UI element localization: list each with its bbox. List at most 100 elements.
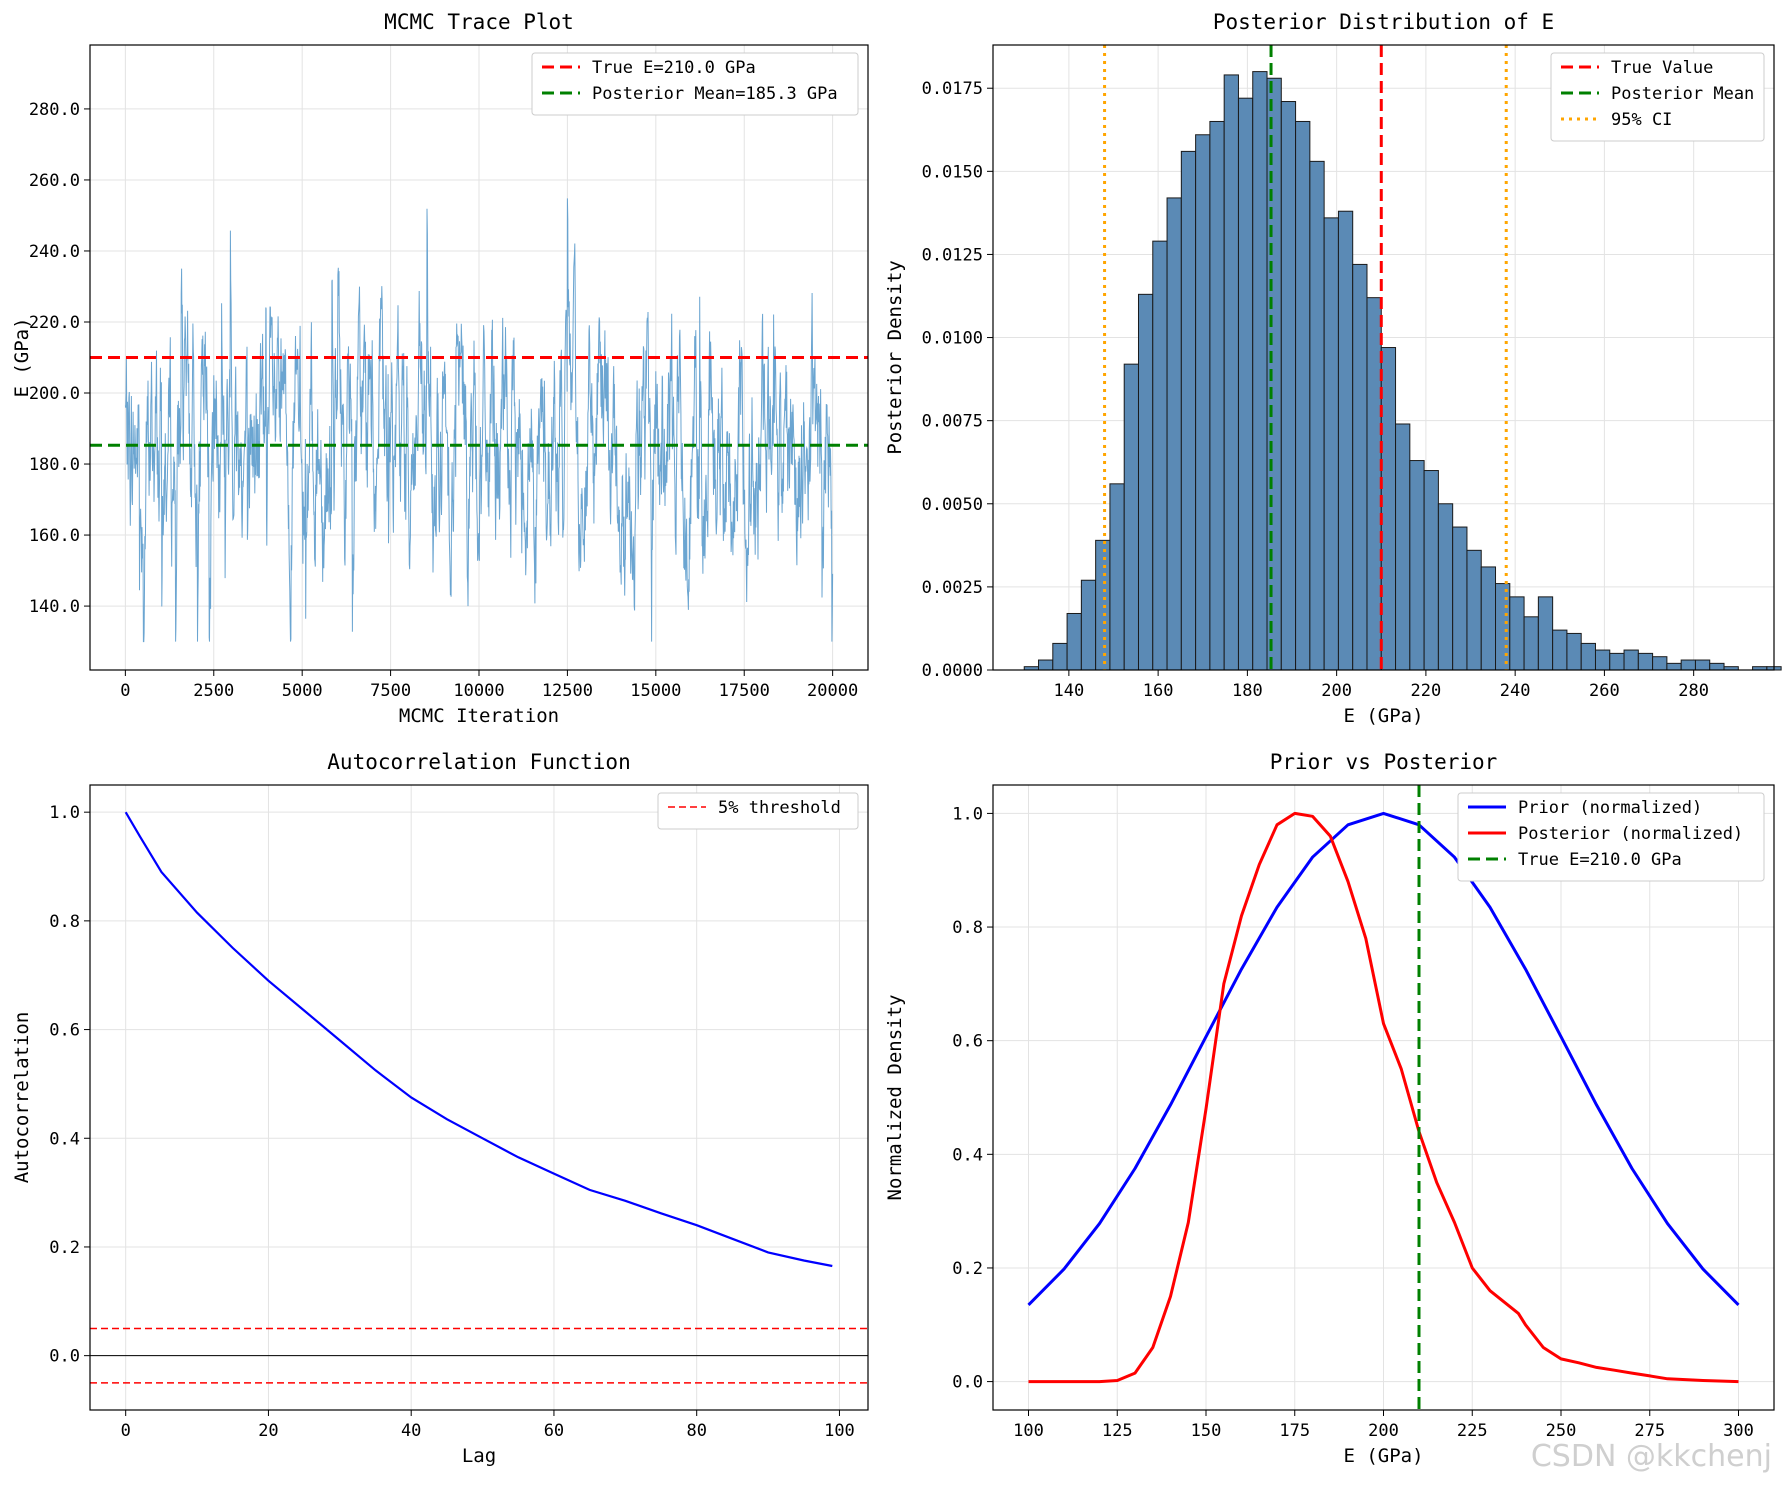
x-tick-label: 80 bbox=[686, 1421, 706, 1441]
histogram-bar bbox=[1366, 297, 1382, 671]
histogram-bar bbox=[1594, 649, 1611, 671]
histogram-bar bbox=[1123, 363, 1139, 671]
y-tick-label: 280.0 bbox=[29, 100, 80, 120]
y-tick-label: 260.0 bbox=[29, 171, 80, 191]
histogram-bar bbox=[1337, 210, 1354, 671]
y-tick-label: 0.0150 bbox=[922, 162, 983, 182]
x-tick-label: 7500 bbox=[370, 681, 411, 701]
acf-line bbox=[124, 811, 833, 1268]
y-tick-label: 1.0 bbox=[49, 803, 80, 823]
density-line bbox=[1027, 811, 1740, 1306]
y-tick-label: 0.0175 bbox=[922, 79, 983, 99]
histogram-bar bbox=[1237, 97, 1254, 671]
histogram-bar bbox=[1537, 596, 1554, 671]
histogram-bar bbox=[1080, 579, 1097, 671]
histogram-bar bbox=[1309, 160, 1325, 671]
histogram-chart: 140 160 180 200 220 240 260 280 0.0000 0.0025 0.00… bbox=[884, 10, 1782, 727]
x-tick-label: 260 bbox=[1589, 681, 1620, 701]
chart-title: MCMC Trace Plot bbox=[384, 10, 574, 34]
histogram-bar bbox=[1480, 566, 1497, 671]
x-tick-label: 175 bbox=[1279, 1421, 1310, 1441]
histogram-bar bbox=[1195, 134, 1211, 671]
x-tick-label: 140 bbox=[1054, 681, 1085, 701]
histogram-bar bbox=[1666, 662, 1682, 671]
prior-posterior-chart: 100 125 150 175 200 225 250 275 300 0.0 0.2 0.4 0.6 0… bbox=[884, 750, 1775, 1467]
histogram-bar bbox=[1409, 460, 1425, 671]
y-tick-label: 0.8 bbox=[49, 912, 80, 932]
histogram-bar bbox=[1466, 549, 1482, 671]
histogram-bar bbox=[1295, 120, 1311, 671]
histogram-bar bbox=[1509, 596, 1525, 671]
histogram-bar bbox=[1694, 659, 1711, 671]
acf-chart: 0 20 40 60 80 100 0.0 0.2 0.4 0.6 0.8 1.0 Autocorrel… bbox=[11, 750, 869, 1467]
x-tick-label: 60 bbox=[544, 1421, 564, 1441]
y-tick-label: 0.0125 bbox=[922, 245, 983, 265]
histogram-bar bbox=[1395, 423, 1411, 671]
histogram-bar bbox=[1380, 347, 1397, 671]
x-tick-label: 160 bbox=[1143, 681, 1174, 701]
histogram-bar bbox=[1580, 642, 1596, 671]
y-tick-label: 240.0 bbox=[29, 242, 80, 262]
axes-frame bbox=[992, 44, 1775, 671]
x-tick-label: 125 bbox=[1102, 1421, 1133, 1441]
legend-label: True E=210.0 GPa bbox=[1518, 850, 1682, 870]
y-axis-label: E (GPa) bbox=[11, 317, 33, 397]
x-tick-label: 5000 bbox=[282, 681, 323, 701]
histogram-bar bbox=[1709, 662, 1725, 671]
x-tick-label: 15000 bbox=[630, 681, 681, 701]
y-tick-label: 0.0100 bbox=[922, 329, 983, 349]
y-tick-label: 0.2 bbox=[49, 1238, 80, 1258]
y-tick-label: 1.0 bbox=[952, 804, 983, 824]
y-tick-label: 0.0000 bbox=[922, 661, 983, 681]
y-tick-label: 0.0 bbox=[952, 1373, 983, 1393]
y-tick-label: 0.0 bbox=[49, 1347, 80, 1367]
y-tick-label: 0.8 bbox=[952, 918, 983, 938]
y-axis-label: Posterior Density bbox=[884, 260, 906, 454]
x-tick-label: 150 bbox=[1191, 1421, 1222, 1441]
x-tick-label: 40 bbox=[401, 1421, 421, 1441]
x-tick-label: 280 bbox=[1678, 681, 1709, 701]
legend-label: 5% threshold bbox=[718, 798, 841, 818]
density-line bbox=[1028, 811, 1739, 1384]
x-tick-label: 300 bbox=[1723, 1421, 1754, 1441]
legend-box bbox=[657, 792, 859, 830]
chart-title: Autocorrelation Function bbox=[327, 750, 630, 774]
x-axis-label: Lag bbox=[462, 1445, 496, 1467]
histogram-bar bbox=[1552, 629, 1568, 671]
trace-chart: 0 2500 5000 7500 10000 12500 15000 17500 20000 14… bbox=[11, 10, 869, 727]
x-tick-label: 100 bbox=[1013, 1421, 1044, 1441]
x-tick-label: 200 bbox=[1368, 1421, 1399, 1441]
x-tick-label: 20000 bbox=[807, 681, 858, 701]
histogram-bar bbox=[1223, 74, 1239, 671]
legend-label: True E=210.0 GPa bbox=[592, 58, 756, 78]
x-tick-label: 0 bbox=[120, 681, 130, 701]
legend-label: Posterior Mean bbox=[1611, 84, 1754, 104]
y-tick-label: 0.6 bbox=[49, 1021, 80, 1041]
histogram-bar bbox=[1623, 649, 1639, 671]
x-tick-label: 200 bbox=[1321, 681, 1352, 701]
x-tick-label: 10000 bbox=[453, 681, 504, 701]
x-tick-label: 225 bbox=[1457, 1421, 1488, 1441]
x-axis-label: E (GPa) bbox=[1343, 705, 1423, 727]
histogram-bar bbox=[1352, 263, 1368, 671]
x-tick-label: 17500 bbox=[719, 681, 770, 701]
y-axis-label: Normalized Density bbox=[884, 995, 906, 1201]
histogram-bar bbox=[1052, 642, 1068, 671]
legend-box bbox=[1457, 792, 1765, 882]
y-tick-label: 0.0050 bbox=[922, 495, 983, 515]
trace-line bbox=[124, 198, 834, 643]
x-tick-label: 0 bbox=[121, 1421, 131, 1441]
x-tick-label: 180 bbox=[1232, 681, 1263, 701]
histogram-bar bbox=[1637, 652, 1654, 671]
y-tick-label: 140.0 bbox=[29, 597, 80, 617]
y-tick-label: 180.0 bbox=[29, 455, 80, 475]
histogram-bar bbox=[1495, 583, 1511, 671]
legend-label: Prior (normalized) bbox=[1518, 798, 1702, 818]
histogram-bar bbox=[1609, 652, 1625, 671]
y-tick-label: 0.4 bbox=[952, 1145, 983, 1165]
y-tick-label: 0.6 bbox=[952, 1032, 983, 1052]
histogram-bar bbox=[1566, 632, 1582, 671]
chart-title: Prior vs Posterior bbox=[1270, 750, 1498, 774]
legend-box bbox=[531, 52, 859, 116]
x-tick-label: 100 bbox=[824, 1421, 855, 1441]
